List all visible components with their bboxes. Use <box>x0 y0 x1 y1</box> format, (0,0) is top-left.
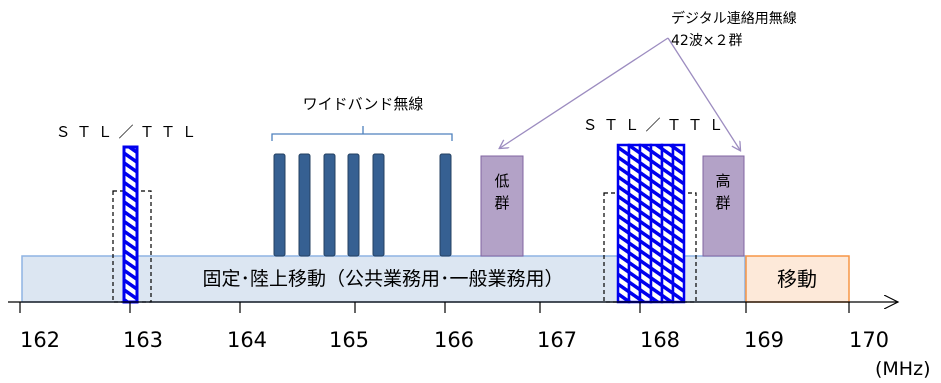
stl-ttl-right-channel <box>627 143 642 304</box>
stl-ttl-right-channel <box>616 143 631 304</box>
axis-tick-label-164: 164 <box>227 328 267 352</box>
low-group-char-2: 群 <box>494 194 509 212</box>
high-group-char-1: 高 <box>715 172 730 190</box>
mobile-label: 移動 <box>777 267 817 291</box>
wideband-bracket <box>271 126 453 141</box>
mobile-band <box>745 255 850 303</box>
digital-link-arrow-to-high-group <box>667 37 740 150</box>
stl-ttl-right-channels <box>616 143 686 304</box>
stl-ttl-right-channel <box>671 143 686 304</box>
low-group-block <box>480 155 524 257</box>
stl-ttl-left-label: ＳＴＬ／ＴＴＬ <box>55 123 202 141</box>
wideband-channel <box>439 153 452 257</box>
high-group-block <box>702 155 745 257</box>
axis-tick-labels: 162 163 164 165 166 167 168 169 170 <box>20 328 889 352</box>
axis-tick-label-166: 166 <box>434 328 474 352</box>
axis-tick-label-170: 170 <box>849 328 889 352</box>
stl-ttl-right-label: ＳＴＬ／ＴＴＬ <box>582 116 729 134</box>
wideband-channel <box>298 153 311 257</box>
wideband-channels <box>273 153 452 257</box>
fixed-land-mobile-label: 固定･陸上移動（公共業務用･一般業務用） <box>202 268 563 290</box>
stl-ttl-right-channel <box>660 143 675 304</box>
stl-ttl-right-channel <box>649 143 664 304</box>
axis-unit-label: (MHz) <box>875 358 930 380</box>
wideband-channel <box>347 153 360 257</box>
digital-link-arrow-to-low-group <box>500 37 669 148</box>
axis-tick-label-162: 162 <box>20 328 60 352</box>
stl-ttl-left-channel <box>122 145 139 304</box>
axis-tick-label-167: 167 <box>537 328 577 352</box>
axis-ticks <box>19 302 850 313</box>
digital-link-title: デジタル連絡用無線 <box>671 10 797 27</box>
digital-link-count: 42波×２群 <box>671 33 743 49</box>
wideband-channel <box>372 153 385 257</box>
wideband-channel <box>323 153 336 257</box>
axis-tick-label-169: 169 <box>744 328 784 352</box>
wideband-label: ワイドバンド無線 <box>303 95 424 113</box>
wideband-channel <box>273 153 286 257</box>
axis-tick-label-163: 163 <box>123 328 163 352</box>
stl-ttl-right-channel <box>638 143 653 304</box>
low-group-char-1: 低 <box>494 172 509 190</box>
axis-tick-label-165: 165 <box>329 328 369 352</box>
axis-tick-label-168: 168 <box>640 328 680 352</box>
high-group-char-2: 群 <box>715 194 730 212</box>
